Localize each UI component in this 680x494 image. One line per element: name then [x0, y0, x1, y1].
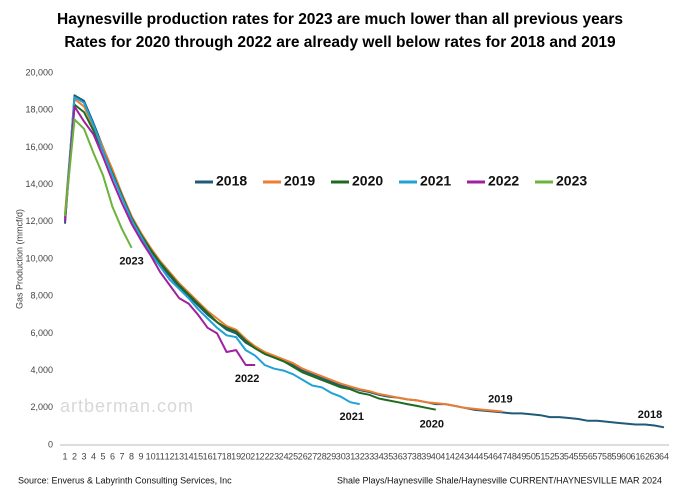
legend-label: 2023	[556, 173, 587, 189]
x-tick-label: 62	[640, 451, 650, 461]
file-note: Shale Plays/Haynesville Shale/Haynesvill…	[337, 475, 662, 485]
x-tick-label: 5	[101, 451, 106, 461]
x-tick-label: 50	[526, 451, 536, 461]
watermark: artberman.com	[60, 396, 194, 416]
source-note: Source: Enverus & Labyrinth Consulting S…	[18, 475, 232, 485]
x-tick-label: 19	[231, 451, 241, 461]
series-end-label: 2018	[638, 409, 662, 421]
y-tick-label: 10,000	[25, 253, 53, 263]
x-tick-label: 42	[450, 451, 460, 461]
x-tick-label: 30	[336, 451, 346, 461]
x-tick-label: 40	[431, 451, 441, 461]
y-axis-label: Gas Production (mmcf/d)	[14, 209, 24, 309]
x-tick-label: 64	[659, 451, 669, 461]
x-tick-label: 58	[602, 451, 612, 461]
x-tick-label: 17	[212, 451, 222, 461]
x-tick-label: 9	[139, 451, 144, 461]
x-tick-label: 27	[307, 451, 317, 461]
y-tick-label: 8,000	[30, 291, 53, 301]
x-tick-label: 12	[165, 451, 175, 461]
x-tick-label: 1	[62, 451, 67, 461]
y-tick-label: 18,000	[25, 105, 53, 115]
x-tick-label: 63	[649, 451, 659, 461]
series-end-label: 2022	[235, 373, 259, 385]
y-tick-label: 2,000	[30, 402, 53, 412]
x-tick-label: 54	[564, 451, 574, 461]
legend-label: 2021	[420, 173, 451, 189]
x-tick-label: 35	[383, 451, 393, 461]
chart-title: Haynesville production rates for 2023 ar…	[57, 11, 623, 28]
y-tick-label: 20,000	[25, 67, 53, 77]
y-tick-label: 6,000	[30, 328, 53, 338]
x-tick-label: 45	[478, 451, 488, 461]
x-tick-label: 38	[412, 451, 422, 461]
x-tick-label: 47	[497, 451, 507, 461]
y-tick-label: 16,000	[25, 142, 53, 152]
x-tick-label: 44	[469, 451, 479, 461]
x-tick-label: 14	[184, 451, 194, 461]
x-tick-label: 8	[129, 451, 134, 461]
x-tick-label: 46	[488, 451, 498, 461]
legend-label: 2018	[216, 173, 247, 189]
y-tick-label: 0	[48, 439, 53, 449]
x-tick-label: 13	[174, 451, 184, 461]
x-tick-label: 11	[155, 451, 164, 461]
x-tick-label: 28	[317, 451, 327, 461]
x-tick-label: 53	[554, 451, 564, 461]
x-tick-label: 60	[621, 451, 631, 461]
series-end-label: 2020	[420, 419, 444, 431]
x-tick-label: 52	[545, 451, 555, 461]
x-tick-label: 37	[402, 451, 412, 461]
x-tick-label: 39	[421, 451, 431, 461]
x-tick-label: 21	[250, 451, 260, 461]
series-line	[64, 118, 133, 249]
x-tick-label: 56	[583, 451, 593, 461]
y-tick-label: 4,000	[30, 365, 53, 375]
x-tick-label: 29	[326, 451, 336, 461]
series-line	[64, 96, 360, 406]
chart-subtitle: Rates for 2020 through 2022 are already …	[64, 34, 616, 51]
x-tick-label: 20	[241, 451, 251, 461]
x-tick-label: 51	[535, 451, 545, 461]
x-tick-label: 49	[516, 451, 526, 461]
x-tick-label: 34	[374, 451, 384, 461]
x-tick-label: 24	[279, 451, 289, 461]
x-tick-label: 48	[507, 451, 517, 461]
series-end-label: 2021	[340, 411, 364, 423]
x-tick-label: 41	[440, 451, 450, 461]
x-tick-label: 33	[364, 451, 374, 461]
x-tick-label: 7	[120, 451, 125, 461]
x-tick-label: 15	[193, 451, 203, 461]
x-tick-label: 57	[592, 451, 602, 461]
x-tick-label: 61	[630, 451, 640, 461]
x-tick-label: 43	[459, 451, 469, 461]
x-tick-label: 23	[269, 451, 279, 461]
x-tick-label: 22	[260, 451, 270, 461]
x-tick-label: 4	[91, 451, 96, 461]
x-tick-label: 32	[355, 451, 365, 461]
x-tick-label: 25	[288, 451, 298, 461]
series-line	[64, 105, 256, 366]
x-tick-label: 36	[393, 451, 403, 461]
x-tick-label: 10	[146, 451, 156, 461]
series-end-label: 2019	[488, 393, 512, 405]
x-tick-label: 55	[573, 451, 583, 461]
x-tick-label: 26	[298, 451, 308, 461]
x-tick-label: 6	[110, 451, 115, 461]
x-tick-label: 16	[203, 451, 213, 461]
legend-label: 2020	[352, 173, 383, 189]
legend-label: 2019	[284, 173, 315, 189]
x-tick-label: 59	[611, 451, 621, 461]
x-tick-label: 3	[82, 451, 87, 461]
series-end-label: 2023	[119, 256, 143, 268]
y-tick-label: 14,000	[25, 179, 53, 189]
y-tick-label: 12,000	[25, 216, 53, 226]
legend-label: 2022	[488, 173, 519, 189]
x-tick-label: 18	[222, 451, 232, 461]
x-tick-label: 31	[345, 451, 355, 461]
x-tick-label: 2	[72, 451, 77, 461]
